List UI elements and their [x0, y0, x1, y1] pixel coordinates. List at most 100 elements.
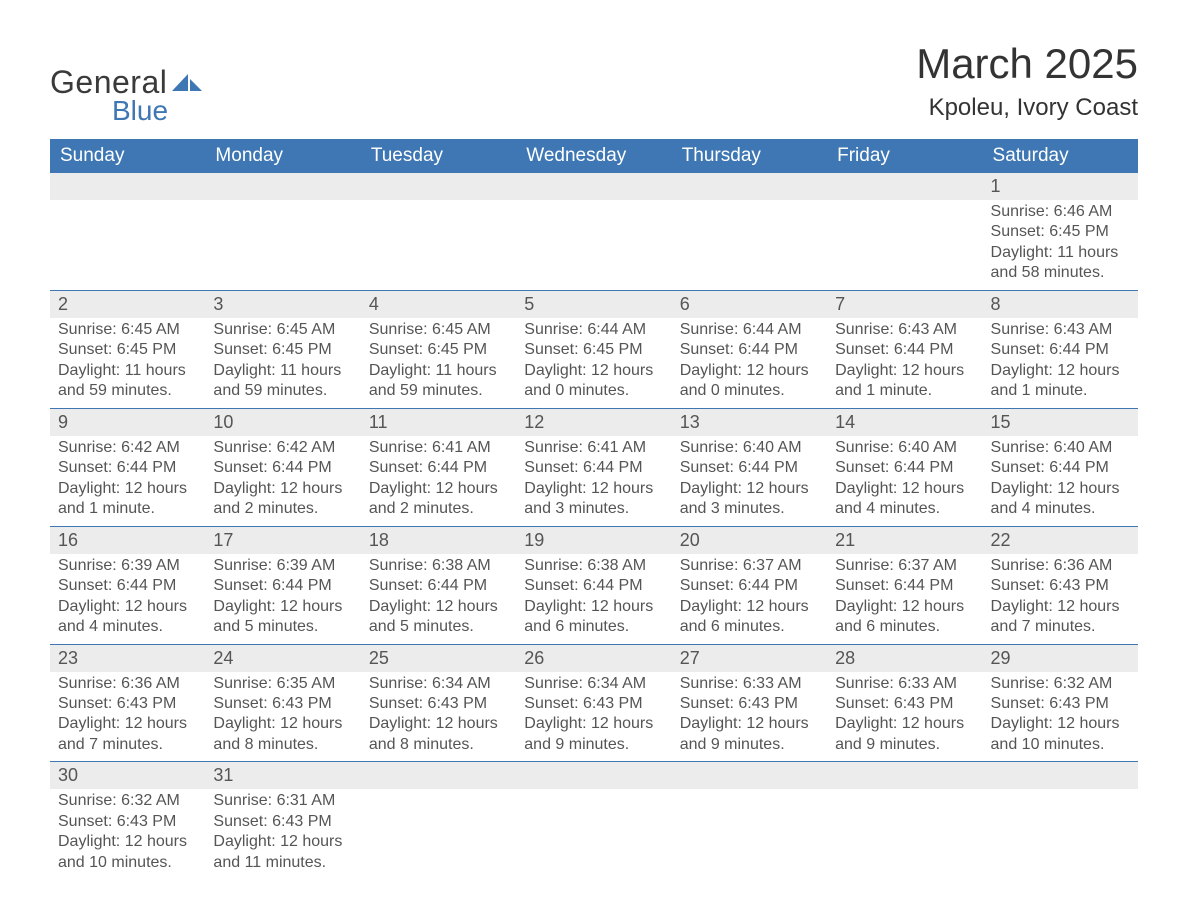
daylight-text-1: Daylight: 12 hours: [991, 361, 1130, 381]
day-body: Sunrise: 6:33 AMSunset: 6:43 PMDaylight:…: [827, 672, 982, 762]
day-cell: 7Sunrise: 6:43 AMSunset: 6:44 PMDaylight…: [827, 290, 982, 408]
day-number: 7: [827, 291, 982, 318]
sunrise-text: Sunrise: 6:39 AM: [213, 556, 352, 576]
day-number-strip: [50, 173, 205, 200]
sunset-text: Sunset: 6:43 PM: [991, 576, 1130, 596]
day-number-strip: [361, 762, 516, 789]
daylight-text-2: and 10 minutes.: [58, 853, 197, 873]
day-body: Sunrise: 6:42 AMSunset: 6:44 PMDaylight:…: [50, 436, 205, 526]
day-cell: 18Sunrise: 6:38 AMSunset: 6:44 PMDayligh…: [361, 526, 516, 644]
day-number: 25: [361, 645, 516, 672]
daylight-text-2: and 10 minutes.: [991, 735, 1130, 755]
day-cell: 2Sunrise: 6:45 AMSunset: 6:45 PMDaylight…: [50, 290, 205, 408]
week-row: 9Sunrise: 6:42 AMSunset: 6:44 PMDaylight…: [50, 408, 1138, 526]
sunrise-text: Sunrise: 6:34 AM: [369, 674, 508, 694]
sunset-text: Sunset: 6:45 PM: [369, 340, 508, 360]
day-body: Sunrise: 6:40 AMSunset: 6:44 PMDaylight:…: [827, 436, 982, 526]
daylight-text-1: Daylight: 12 hours: [213, 479, 352, 499]
daylight-text-1: Daylight: 12 hours: [213, 597, 352, 617]
daylight-text-1: Daylight: 12 hours: [524, 361, 663, 381]
daylight-text-2: and 11 minutes.: [213, 853, 352, 873]
day-body: Sunrise: 6:39 AMSunset: 6:44 PMDaylight:…: [205, 554, 360, 644]
daylight-text-2: and 59 minutes.: [58, 381, 197, 401]
daylight-text-2: and 59 minutes.: [213, 381, 352, 401]
week-row: 30Sunrise: 6:32 AMSunset: 6:43 PMDayligh…: [50, 762, 1138, 879]
day-cell: 28Sunrise: 6:33 AMSunset: 6:43 PMDayligh…: [827, 644, 982, 762]
day-body: Sunrise: 6:37 AMSunset: 6:44 PMDaylight:…: [827, 554, 982, 644]
sunrise-text: Sunrise: 6:40 AM: [991, 438, 1130, 458]
header-row: General Blue March 2025 Kpoleu, Ivory Co…: [50, 40, 1138, 127]
daylight-text-2: and 3 minutes.: [524, 499, 663, 519]
day-number: 18: [361, 527, 516, 554]
daylight-text-1: Daylight: 12 hours: [680, 361, 819, 381]
sunset-text: Sunset: 6:45 PM: [58, 340, 197, 360]
day-cell: 26Sunrise: 6:34 AMSunset: 6:43 PMDayligh…: [516, 644, 671, 762]
day-cell: [50, 173, 205, 290]
sunset-text: Sunset: 6:44 PM: [680, 340, 819, 360]
daylight-text-2: and 7 minutes.: [58, 735, 197, 755]
day-body: Sunrise: 6:38 AMSunset: 6:44 PMDaylight:…: [516, 554, 671, 644]
day-number: 21: [827, 527, 982, 554]
day-cell: 14Sunrise: 6:40 AMSunset: 6:44 PMDayligh…: [827, 408, 982, 526]
sunrise-text: Sunrise: 6:39 AM: [58, 556, 197, 576]
day-number: 8: [983, 291, 1138, 318]
day-body: Sunrise: 6:43 AMSunset: 6:44 PMDaylight:…: [827, 318, 982, 408]
day-number: 24: [205, 645, 360, 672]
sunrise-text: Sunrise: 6:36 AM: [991, 556, 1130, 576]
day-number: 6: [672, 291, 827, 318]
day-number-strip: [672, 173, 827, 200]
day-cell: [205, 173, 360, 290]
daylight-text-2: and 9 minutes.: [835, 735, 974, 755]
daylight-text-1: Daylight: 12 hours: [835, 597, 974, 617]
sunrise-text: Sunrise: 6:43 AM: [991, 320, 1130, 340]
day-cell: 31Sunrise: 6:31 AMSunset: 6:43 PMDayligh…: [205, 762, 360, 879]
sunset-text: Sunset: 6:44 PM: [991, 340, 1130, 360]
daylight-text-2: and 1 minute.: [991, 381, 1130, 401]
day-cell: [827, 762, 982, 879]
daylight-text-2: and 59 minutes.: [369, 381, 508, 401]
day-body: Sunrise: 6:35 AMSunset: 6:43 PMDaylight:…: [205, 672, 360, 762]
daylight-text-1: Daylight: 12 hours: [213, 714, 352, 734]
day-header: Friday: [827, 139, 982, 173]
sunset-text: Sunset: 6:44 PM: [369, 576, 508, 596]
day-body: Sunrise: 6:46 AMSunset: 6:45 PMDaylight:…: [983, 200, 1138, 290]
sunset-text: Sunset: 6:44 PM: [991, 458, 1130, 478]
sunrise-text: Sunrise: 6:38 AM: [369, 556, 508, 576]
sunrise-text: Sunrise: 6:43 AM: [835, 320, 974, 340]
day-number-strip: [205, 173, 360, 200]
sunset-text: Sunset: 6:43 PM: [835, 694, 974, 714]
day-cell: 13Sunrise: 6:40 AMSunset: 6:44 PMDayligh…: [672, 408, 827, 526]
title-block: March 2025 Kpoleu, Ivory Coast: [916, 40, 1138, 122]
day-body: Sunrise: 6:43 AMSunset: 6:44 PMDaylight:…: [983, 318, 1138, 408]
daylight-text-1: Daylight: 12 hours: [991, 597, 1130, 617]
day-body: Sunrise: 6:40 AMSunset: 6:44 PMDaylight:…: [983, 436, 1138, 526]
week-row: 1Sunrise: 6:46 AMSunset: 6:45 PMDaylight…: [50, 173, 1138, 290]
daylight-text-1: Daylight: 12 hours: [58, 714, 197, 734]
daylight-text-1: Daylight: 12 hours: [369, 479, 508, 499]
daylight-text-2: and 5 minutes.: [213, 617, 352, 637]
day-number: 2: [50, 291, 205, 318]
day-number-strip: [361, 173, 516, 200]
location-subtitle: Kpoleu, Ivory Coast: [916, 94, 1138, 122]
day-body: Sunrise: 6:38 AMSunset: 6:44 PMDaylight:…: [361, 554, 516, 644]
sunrise-text: Sunrise: 6:33 AM: [680, 674, 819, 694]
daylight-text-1: Daylight: 12 hours: [524, 479, 663, 499]
day-body: Sunrise: 6:45 AMSunset: 6:45 PMDaylight:…: [361, 318, 516, 408]
sunset-text: Sunset: 6:44 PM: [58, 458, 197, 478]
day-cell: 23Sunrise: 6:36 AMSunset: 6:43 PMDayligh…: [50, 644, 205, 762]
day-cell: 11Sunrise: 6:41 AMSunset: 6:44 PMDayligh…: [361, 408, 516, 526]
sunset-text: Sunset: 6:44 PM: [213, 576, 352, 596]
daylight-text-1: Daylight: 11 hours: [58, 361, 197, 381]
day-body: Sunrise: 6:32 AMSunset: 6:43 PMDaylight:…: [50, 789, 205, 879]
daylight-text-2: and 6 minutes.: [680, 617, 819, 637]
day-number: 13: [672, 409, 827, 436]
day-cell: [516, 173, 671, 290]
day-body: [827, 200, 982, 282]
day-body: Sunrise: 6:44 AMSunset: 6:45 PMDaylight:…: [516, 318, 671, 408]
day-number: 3: [205, 291, 360, 318]
day-cell: [361, 173, 516, 290]
day-cell: 22Sunrise: 6:36 AMSunset: 6:43 PMDayligh…: [983, 526, 1138, 644]
day-number: 14: [827, 409, 982, 436]
day-body: Sunrise: 6:41 AMSunset: 6:44 PMDaylight:…: [516, 436, 671, 526]
day-cell: 17Sunrise: 6:39 AMSunset: 6:44 PMDayligh…: [205, 526, 360, 644]
